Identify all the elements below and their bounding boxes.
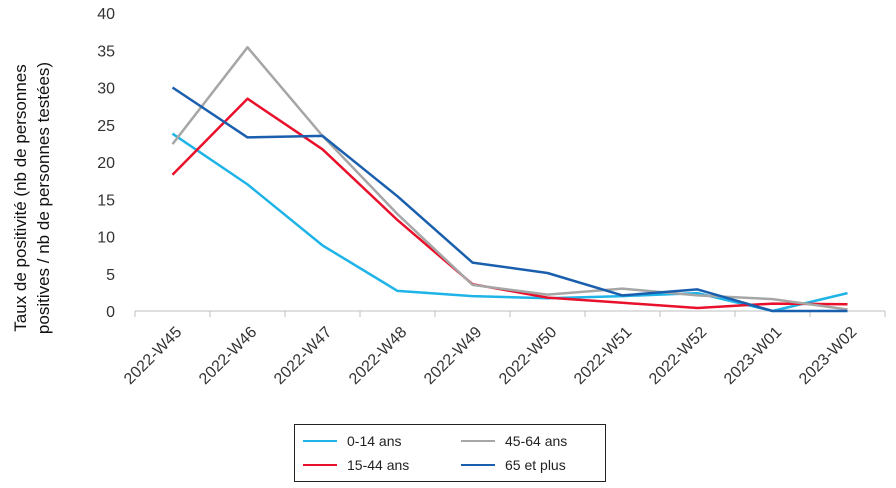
- x-tick-label: 2023-W01: [721, 324, 785, 388]
- legend-swatch: [461, 440, 495, 442]
- y-tick-label: 20: [97, 155, 115, 172]
- legend-swatch: [303, 440, 337, 442]
- series-line: [171, 97, 848, 310]
- legend-label: 45-64 ans: [505, 433, 568, 449]
- y-tick-label: 15: [97, 192, 115, 209]
- chart-legend: 0-14 ans 45-64 ans 15-44 ans 65 et plus: [294, 424, 606, 482]
- legend-item: 45-64 ans: [461, 429, 611, 453]
- y-axis-label-line2: positives / nb de personnes testées): [34, 62, 53, 334]
- x-tick-label: 2022-W47: [271, 324, 335, 388]
- x-tick-label: 2022-W51: [571, 324, 635, 388]
- y-tick-label: 5: [106, 267, 115, 284]
- legend-label: 0-14 ans: [347, 433, 402, 449]
- y-tick-label: 40: [97, 6, 115, 23]
- legend-label: 65 et plus: [505, 457, 566, 473]
- x-tick-label: 2022-W48: [346, 324, 410, 388]
- y-tick-label: 25: [97, 118, 115, 135]
- x-tick-label: 2022-W50: [496, 324, 560, 388]
- series-line: [171, 46, 848, 311]
- series-line: [171, 86, 848, 313]
- y-axis-label-line1: Taux de positivité (nb de personnes: [11, 64, 30, 331]
- legend-swatch: [303, 464, 337, 466]
- series-line: [171, 132, 848, 313]
- legend-item: 0-14 ans: [303, 429, 461, 453]
- legend-item: 65 et plus: [461, 453, 611, 477]
- x-tick-label: 2022-W49: [421, 324, 485, 388]
- legend-swatch: [461, 464, 495, 466]
- y-tick-label: 10: [97, 230, 115, 247]
- series-lines: [171, 46, 848, 313]
- x-axis-tick-labels: 2022-W45 2022-W46 2022-W47 2022-W48 2022-W49…: [121, 324, 860, 388]
- legend-item: 15-44 ans: [303, 453, 461, 477]
- legend-label: 15-44 ans: [347, 457, 410, 473]
- y-tick-label: 0: [106, 304, 115, 321]
- x-tick-label: 2022-W45: [121, 324, 185, 388]
- y-tick-label: 35: [97, 43, 115, 60]
- y-axis-ticks: 0 5 10 15 20 25 30 35 40: [97, 6, 115, 321]
- y-tick-label: 30: [97, 81, 115, 98]
- x-tick-label: 2022-W46: [196, 324, 260, 388]
- x-tick-label: 2023-W02: [796, 324, 860, 388]
- x-tick-label: 2022-W52: [646, 324, 710, 388]
